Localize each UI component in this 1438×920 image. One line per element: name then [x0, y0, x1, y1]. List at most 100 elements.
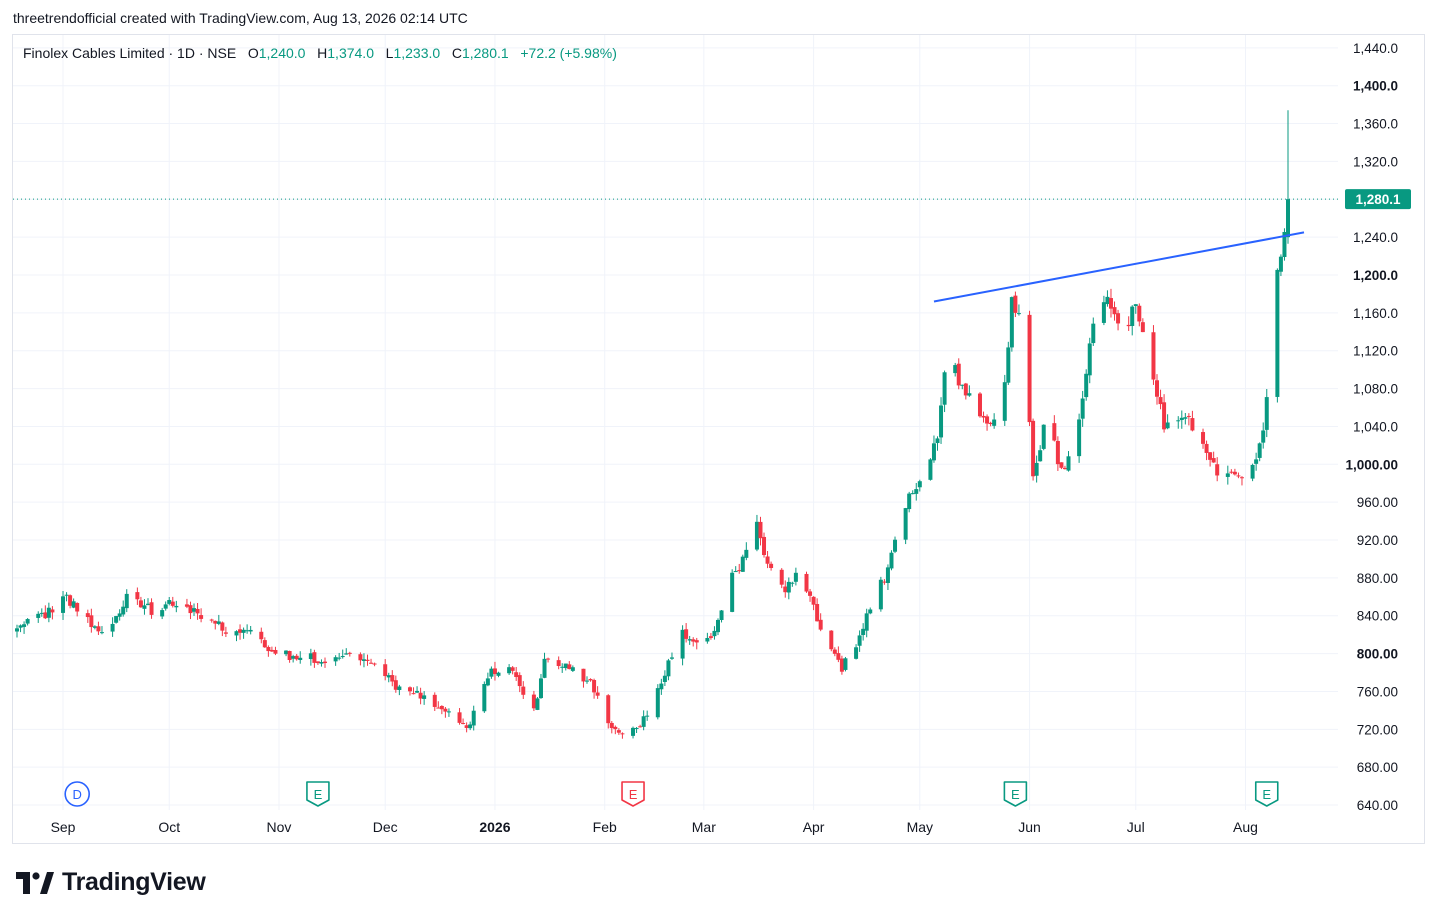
- candle-body: [1286, 199, 1290, 238]
- candle-body: [64, 594, 69, 596]
- candle-body: [521, 686, 526, 695]
- chart-panel[interactable]: [12, 34, 1425, 844]
- candle-body: [468, 724, 473, 729]
- last-price-badge: [1345, 189, 1411, 210]
- candle-body: [645, 715, 650, 717]
- candle-body: [135, 592, 140, 600]
- candle-body: [369, 662, 374, 664]
- candle-body: [1250, 464, 1255, 479]
- candle-body: [956, 363, 961, 386]
- candle-body: [1229, 471, 1234, 473]
- candle-body: [910, 493, 915, 495]
- tradingview-logo[interactable]: TradingView: [16, 868, 206, 897]
- candle-body: [634, 727, 639, 729]
- candle-body: [432, 694, 437, 707]
- candle-body: [538, 678, 543, 699]
- candle-body: [981, 415, 986, 418]
- candle-body: [337, 657, 342, 659]
- candle-body: [85, 613, 90, 618]
- earnings-marker[interactable]: E: [1003, 781, 1028, 807]
- earnings-marker[interactable]: E: [1254, 781, 1279, 807]
- candle-body: [464, 725, 469, 728]
- candle-body: [928, 459, 933, 480]
- candle-body: [616, 730, 621, 733]
- candle-body: [443, 708, 448, 712]
- candle-body: [988, 422, 993, 425]
- candle-body: [769, 563, 774, 568]
- candle-body: [1282, 231, 1287, 258]
- candle-body: [92, 626, 97, 628]
- earnings-marker[interactable]: E: [306, 781, 330, 807]
- candle-body: [977, 393, 982, 417]
- candle-body: [783, 586, 788, 593]
- y-tick-label: 800.00: [1357, 647, 1398, 662]
- candle-body: [340, 656, 345, 658]
- candle-body: [1034, 462, 1039, 476]
- y-tick-label: 880.00: [1357, 571, 1398, 586]
- candle-body: [294, 655, 299, 660]
- candle-body: [715, 619, 720, 633]
- legend-symbol[interactable]: Finolex Cables Limited · 1D · NSE: [23, 45, 237, 61]
- candle-body: [836, 653, 841, 660]
- candle-body: [149, 602, 154, 615]
- candle-body: [248, 629, 253, 632]
- legend-high-value: 1,374.0: [327, 45, 374, 61]
- candle-body: [1002, 382, 1007, 421]
- x-tick-label: Dec: [373, 819, 398, 835]
- candle-body: [407, 687, 412, 692]
- candle-body: [744, 549, 749, 558]
- candle-body: [209, 619, 214, 621]
- candle-body: [556, 660, 561, 666]
- earnings-icon: [1003, 781, 1028, 807]
- candle-body: [662, 675, 667, 682]
- candle-body: [319, 662, 324, 664]
- candle-body: [1155, 380, 1160, 397]
- candle-body: [259, 631, 264, 640]
- candle-body: [546, 658, 551, 660]
- candle-body: [71, 601, 76, 608]
- candle-body: [631, 727, 636, 736]
- candle-body: [620, 733, 625, 735]
- candle-body: [287, 651, 292, 660]
- candle-body: [50, 609, 55, 613]
- candle-body: [1264, 397, 1269, 430]
- candle-body: [939, 405, 944, 438]
- y-tick-label: 1,200.0: [1353, 268, 1398, 283]
- y-tick-label: 920.00: [1357, 533, 1398, 548]
- candle-body: [1257, 443, 1262, 458]
- legend-low-label: L: [385, 45, 394, 61]
- marker-letter: E: [314, 787, 323, 802]
- candle-body: [461, 723, 466, 725]
- y-tick-label: 1,360.0: [1353, 117, 1398, 132]
- candle-body: [1201, 432, 1206, 444]
- earnings-marker[interactable]: E: [621, 781, 645, 807]
- candle-body: [1215, 464, 1220, 476]
- candle-body: [691, 639, 696, 642]
- y-tick-label: 1,040.0: [1353, 419, 1398, 434]
- candle-body: [1261, 430, 1266, 443]
- candle-body: [489, 668, 494, 677]
- marker-letter: E: [629, 787, 638, 802]
- dividend-icon: [64, 781, 90, 807]
- candle-body: [832, 649, 837, 654]
- y-tick-label: 640.00: [1357, 798, 1398, 813]
- legend-high-label: H: [317, 45, 328, 61]
- y-tick-label: 1,400.0: [1353, 79, 1398, 94]
- legend-close-value: 1,280.1: [461, 45, 509, 61]
- candle-body: [163, 604, 168, 609]
- candle-body: [914, 489, 919, 494]
- grid-lines: [13, 35, 1338, 810]
- candle-body: [61, 596, 66, 613]
- candle-body: [1055, 440, 1060, 465]
- candle-body: [266, 647, 271, 652]
- candle-body: [68, 595, 73, 606]
- dividend-marker[interactable]: D: [64, 781, 90, 807]
- candle-body: [808, 591, 813, 596]
- candle-body: [953, 365, 958, 374]
- trendline-layer: [13, 198, 1338, 303]
- candle-body: [754, 521, 759, 550]
- candle-body: [542, 658, 547, 678]
- candle-body: [167, 600, 172, 604]
- candle-body: [386, 675, 391, 678]
